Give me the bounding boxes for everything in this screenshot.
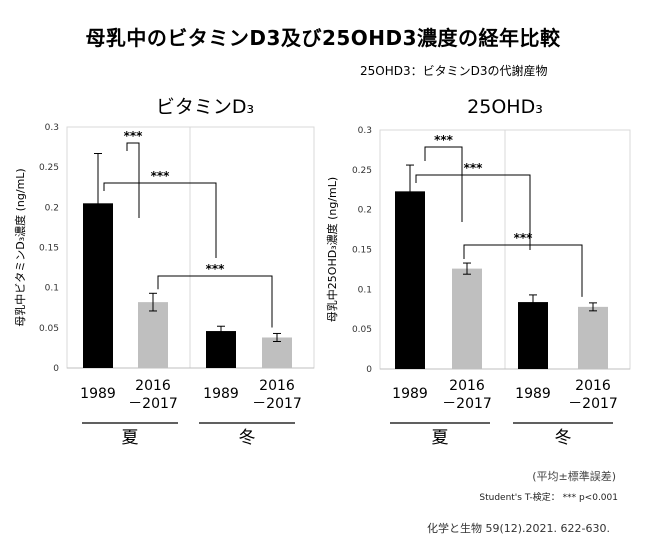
group-label: 冬 — [239, 428, 256, 448]
y-axis-label: 母乳中ビタミンD₃濃度 (ng/mL) — [13, 168, 27, 326]
y-tick-label: 0.2 — [358, 206, 372, 216]
bar — [452, 268, 482, 369]
x-tick-label: 2016 — [259, 378, 295, 394]
significance-bracket — [415, 174, 531, 250]
significance-label: *** — [434, 133, 454, 147]
y-tick-label: 0.3 — [358, 126, 372, 136]
significance-bracket — [126, 142, 140, 218]
page-title: 母乳中のビタミンD3及び25OHD3濃度の経年比較 — [85, 26, 561, 50]
y-tick-label: 0 — [53, 364, 59, 374]
y-tick-label: 0.05 — [39, 324, 59, 334]
y-axis-label: 母乳中25OHD₃濃度 (ng/mL) — [325, 177, 339, 322]
significance-label: *** — [514, 231, 534, 245]
chart-title: 25OHD₃ — [467, 96, 543, 118]
bar — [138, 302, 168, 368]
y-tick-label: 0.1 — [45, 284, 59, 294]
x-tick-label: 1989 — [80, 386, 116, 402]
group-label: 夏 — [432, 428, 449, 448]
y-tick-label: 0.2 — [45, 203, 59, 213]
y-tick-label: 0.3 — [45, 123, 59, 133]
significance-label: *** — [464, 161, 484, 175]
footnote-statistical-test: Student's T-検定： *** p<0.001 — [479, 493, 618, 503]
significance-label: *** — [151, 169, 171, 183]
x-tick-label: 2016 — [135, 378, 171, 394]
y-tick-label: 0 — [366, 365, 372, 375]
bar — [578, 306, 608, 369]
significance-label: *** — [206, 262, 226, 276]
significance-label: *** — [124, 129, 144, 143]
significance-bracket — [157, 275, 273, 328]
x-tick-label: 1989 — [515, 386, 551, 402]
x-tick-label: －2017 — [568, 396, 618, 412]
bar — [518, 302, 548, 369]
group-label: 夏 — [122, 428, 139, 448]
citation: 化学と生物 59(12).2021. 622-630. — [426, 522, 610, 535]
bar — [395, 191, 425, 369]
y-tick-label: 0.05 — [352, 325, 372, 335]
chart-panel-2: 25OHD₃ 0 0.05 0.1 0.15 0.2 0.25 0.3 母乳中25OHD₃濃度 … — [325, 96, 631, 448]
bar — [262, 337, 292, 368]
y-tick-label: 0.15 — [39, 244, 59, 254]
chart-title: ビタミンD₃ — [156, 96, 254, 118]
significance-bracket — [424, 146, 463, 222]
x-tick-label: 2016 — [449, 378, 485, 394]
y-tick-label: 0.15 — [352, 246, 372, 256]
x-tick-label: 1989 — [203, 386, 239, 402]
significance-bracket — [463, 244, 583, 297]
x-tick-label: －2017 — [252, 396, 302, 412]
y-tick-label: 0.25 — [39, 163, 59, 173]
chart-panel-1: ビタミンD₃ 0 0.05 0.1 0.15 0.2 0.25 0.3 母乳中ビタミンD₃濃度 … — [13, 96, 315, 448]
footnote-mean-se: (平均±標準誤差) — [532, 470, 616, 483]
significance-bracket — [103, 182, 217, 258]
bar — [206, 331, 236, 368]
group-label: 冬 — [555, 428, 572, 448]
x-tick-label: －2017 — [128, 396, 178, 412]
y-tick-label: 0.25 — [352, 166, 372, 176]
x-tick-label: 1989 — [392, 386, 428, 402]
x-tick-label: 2016 — [575, 378, 611, 394]
y-tick-label: 0.1 — [358, 285, 372, 295]
subtitle-note: 25OHD3：ビタミンD3の代謝産物 — [360, 64, 548, 78]
x-tick-label: －2017 — [442, 396, 492, 412]
